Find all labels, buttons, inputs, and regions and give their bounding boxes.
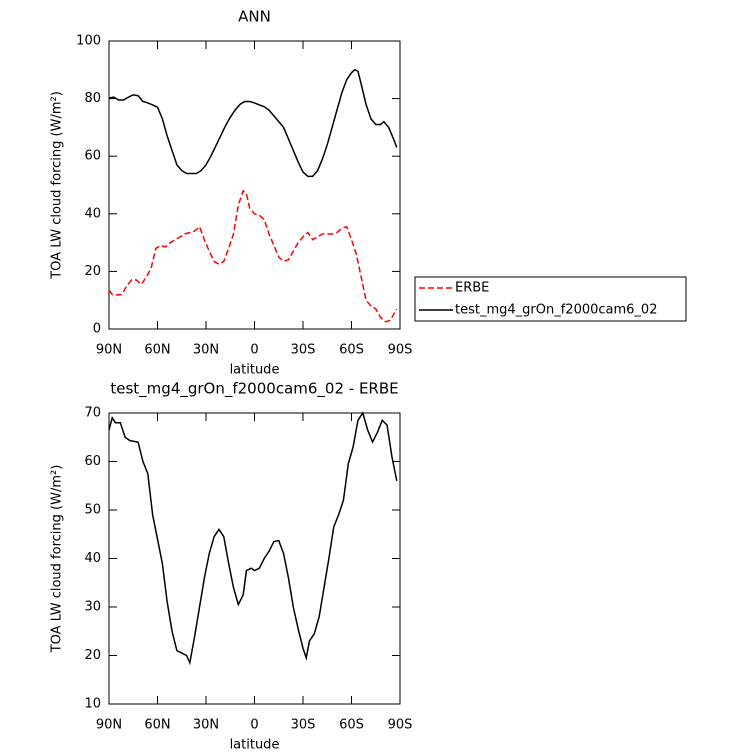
y-tick-label: 60 [84,149,101,164]
x-tick-label: 90N [96,718,122,733]
plot-frame [108,40,401,330]
x-tick-label: 0 [250,718,258,733]
y-tick-label: 20 [84,264,101,279]
y-axis-label: TOA LW cloud forcing (W/m²) [50,465,65,654]
data-line [108,411,398,666]
panel: test_mg4_grOn_f2000cam6_02 - ERBE latitud… [50,380,413,753]
x-tick-label: 0 [250,343,258,358]
legend-label: ERBE [455,281,489,296]
x-tick-label: 30N [193,718,219,733]
legend-label: test_mg4_grOn_f2000cam6_02 [455,303,657,318]
legend-box [414,276,687,322]
x-axis-label: latitude [230,363,280,378]
chart-title: ANN [238,8,271,26]
y-tick-label: 80 [84,91,101,106]
x-axis-label: latitude [230,738,280,753]
y-tick-label: 40 [84,206,101,221]
y-tick-label: 100 [76,34,101,49]
data-line [108,189,398,323]
plot-frame [108,412,401,705]
x-tick-label: 30S [291,343,316,358]
y-tick-label: 30 [84,600,101,615]
x-tick-label: 30N [193,343,219,358]
data-line [108,68,398,178]
y-tick-label: 70 [84,406,101,421]
y-tick-label: 60 [84,454,101,469]
x-tick-label: 60N [144,718,170,733]
y-axis-label: TOA LW cloud forcing (W/m²) [50,91,65,280]
x-tick-label: 60N [144,343,170,358]
x-tick-label: 60S [339,343,364,358]
x-tick-label: 30S [291,718,316,733]
x-tick-label: 90S [388,718,413,733]
chart-title: test_mg4_grOn_f2000cam6_02 - ERBE [110,380,398,399]
x-tick-label: 60S [339,718,364,733]
y-tick-label: 0 [93,322,101,337]
x-tick-label: 90S [388,343,413,358]
y-tick-label: 10 [84,697,101,712]
y-tick-label: 20 [84,648,101,663]
x-tick-label: 90N [96,343,122,358]
y-tick-label: 40 [84,551,101,566]
y-tick-label: 50 [84,503,101,518]
panel: ANN latitude TOA LW cloud forcing (W/m²) 90… [50,8,413,378]
legend: ERBE test_mg4_grOn_f2000cam6_02 [414,276,687,322]
